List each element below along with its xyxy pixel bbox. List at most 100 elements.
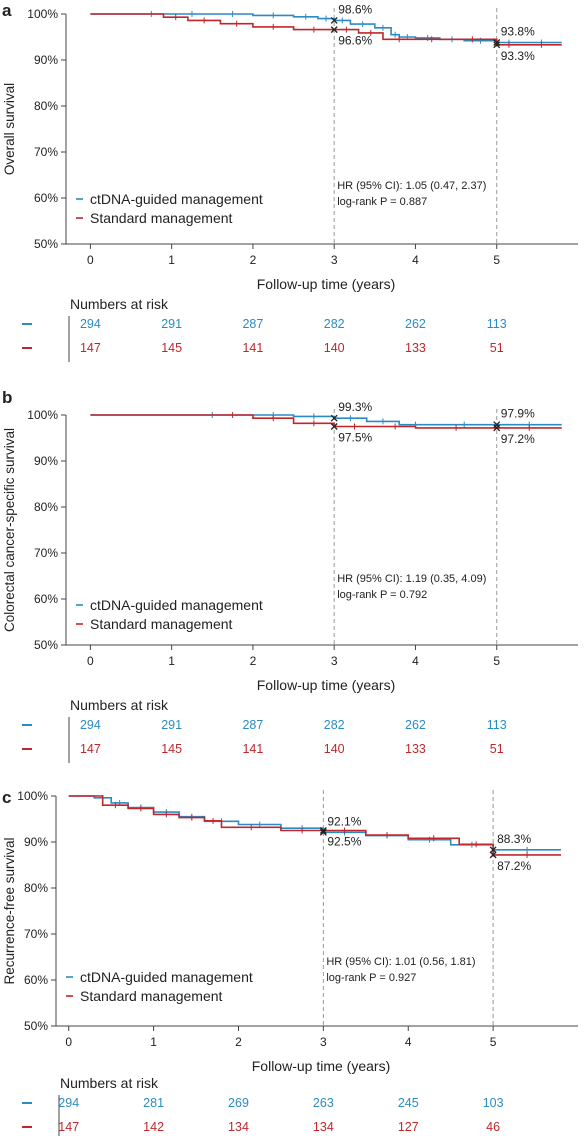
legend-ctdna-label: ctDNA-guided management — [90, 191, 263, 207]
risk-count-ctdna: 287 — [242, 317, 263, 331]
y-tick-label: 90% — [34, 454, 58, 468]
risk-count-ctdna: 291 — [161, 718, 182, 732]
x-tick-label: 5 — [493, 654, 500, 668]
risk-count-standard: 145 — [161, 742, 182, 756]
y-tick-label: 70% — [34, 546, 58, 560]
y-tick-label: 80% — [34, 500, 58, 514]
landmark-marker — [493, 41, 501, 49]
y-tick-label: 90% — [24, 835, 48, 849]
risk-count-standard: 134 — [313, 1120, 334, 1134]
x-axis-label: Follow-up time (years) — [252, 1058, 390, 1074]
risk-count-standard: 140 — [324, 742, 345, 756]
x-tick-label: 2 — [250, 654, 257, 668]
landmark-label: 92.1% — [327, 814, 361, 828]
landmark-marker — [330, 414, 338, 422]
y-tick-label: 90% — [34, 53, 58, 67]
risk-count-ctdna: 281 — [143, 1096, 164, 1110]
y-axis-label: Recurrence-free survival — [2, 837, 17, 984]
log-rank-text: log-rank P = 0.792 — [337, 589, 427, 601]
landmark-label: 93.8% — [501, 25, 535, 39]
x-tick-label: 3 — [331, 654, 338, 668]
risk-table-title: Numbers at risk — [60, 1075, 159, 1091]
risk-count-standard: 133 — [405, 341, 426, 355]
risk-table-title: Numbers at risk — [70, 296, 169, 312]
hazard-ratio-text: HR (95% CI): 1.05 (0.47, 2.37) — [337, 180, 486, 192]
risk-count-ctdna: 263 — [313, 1096, 334, 1110]
risk-count-standard: 147 — [80, 341, 101, 355]
risk-count-ctdna: 262 — [405, 317, 426, 331]
risk-count-standard: 133 — [405, 742, 426, 756]
standard-curve — [68, 795, 561, 856]
x-tick-label: 1 — [150, 1035, 157, 1049]
log-rank-text: log-rank P = 0.927 — [326, 972, 416, 984]
x-tick-label: 0 — [87, 253, 94, 267]
landmark-label: 97.9% — [501, 407, 535, 421]
legend-ctdna-label: ctDNA-guided management — [80, 969, 253, 985]
x-tick-label: 4 — [412, 253, 419, 267]
y-axis-label: Colorectal cancer-specific survival — [2, 428, 17, 632]
risk-count-ctdna: 113 — [487, 718, 507, 732]
ctdna-curve — [68, 795, 561, 851]
x-tick-label: 2 — [250, 253, 257, 267]
y-tick-label: 50% — [24, 1019, 48, 1033]
y-tick-label: 100% — [17, 789, 48, 803]
y-tick-label: 50% — [34, 237, 58, 251]
risk-count-standard: 46 — [486, 1120, 500, 1134]
landmark-label: 99.3% — [338, 400, 372, 414]
y-tick-label: 80% — [34, 99, 58, 113]
risk-count-ctdna: 287 — [242, 718, 263, 732]
y-tick-label: 60% — [24, 973, 48, 987]
risk-count-standard: 141 — [242, 341, 263, 355]
risk-count-standard: 140 — [324, 341, 345, 355]
risk-count-ctdna: 282 — [324, 317, 345, 331]
legend-standard-label: Standard management — [90, 616, 233, 632]
hazard-ratio-text: HR (95% CI): 1.19 (0.35, 4.09) — [337, 573, 486, 585]
x-tick-label: 3 — [331, 253, 338, 267]
log-rank-text: log-rank P = 0.887 — [337, 196, 427, 208]
landmark-marker — [319, 827, 327, 834]
landmark-marker — [493, 39, 501, 46]
landmark-label: 88.3% — [497, 832, 531, 846]
landmark-label: 96.6% — [338, 34, 372, 48]
x-tick-label: 3 — [320, 1035, 327, 1049]
landmark-marker — [330, 26, 338, 34]
standard-curve — [90, 414, 562, 429]
risk-count-ctdna: 269 — [228, 1096, 249, 1110]
x-tick-label: 1 — [168, 654, 175, 668]
x-axis-label: Follow-up time (years) — [257, 677, 395, 693]
risk-count-standard: 141 — [242, 742, 263, 756]
legend-standard-label: Standard management — [80, 988, 223, 1004]
risk-count-standard: 127 — [398, 1120, 419, 1134]
x-tick-label: 2 — [235, 1035, 242, 1049]
landmark-label: 87.2% — [497, 859, 531, 873]
risk-count-standard: 51 — [490, 341, 504, 355]
risk-count-ctdna: 291 — [161, 317, 182, 331]
panel-label: b — [2, 388, 12, 407]
landmark-marker — [493, 424, 501, 432]
risk-count-ctdna: 113 — [487, 317, 507, 331]
x-tick-label: 0 — [87, 654, 94, 668]
risk-count-ctdna: 282 — [324, 718, 345, 732]
landmark-label: 97.2% — [501, 432, 535, 446]
risk-count-standard: 51 — [490, 742, 504, 756]
risk-count-standard: 145 — [161, 341, 182, 355]
risk-count-ctdna: 294 — [80, 317, 101, 331]
landmark-marker — [489, 851, 497, 859]
landmark-marker — [489, 846, 497, 854]
y-tick-label: 70% — [34, 145, 58, 159]
panel-b: b 50% 60% 70% 80% 90% 100% 0 1 2 3 4 5 Colorectal can… — [2, 388, 578, 763]
y-axis-label: Overall survival — [2, 83, 17, 175]
risk-count-ctdna: 103 — [483, 1096, 504, 1110]
legend-standard-label: Standard management — [90, 210, 233, 226]
y-tick-label: 100% — [27, 408, 58, 422]
hazard-ratio-text: HR (95% CI): 1.01 (0.56, 1.81) — [326, 956, 475, 968]
landmark-label: 98.6% — [338, 2, 372, 16]
panel-label: c — [2, 788, 11, 807]
landmark-marker — [330, 423, 338, 430]
y-tick-label: 80% — [24, 881, 48, 895]
x-tick-label: 5 — [493, 253, 500, 267]
panel-c: c 50% 60% 70% 80% 90% 100% 0 1 2 3 4 5 Recurrence-fre… — [2, 788, 578, 1136]
risk-count-ctdna: 262 — [405, 718, 426, 732]
y-tick-label: 60% — [34, 191, 58, 205]
landmark-label: 97.5% — [338, 431, 372, 445]
